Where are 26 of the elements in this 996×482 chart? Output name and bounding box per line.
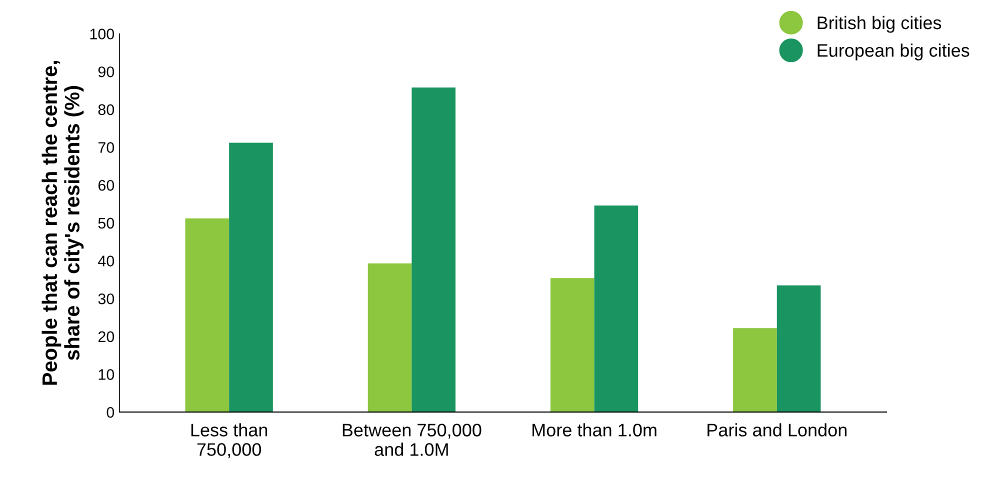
bar xyxy=(550,278,594,412)
y-tick-label: 10 xyxy=(98,369,114,380)
y-tick-label: 40 xyxy=(98,256,114,266)
y-tick-label: 70 xyxy=(98,142,114,153)
x-tick-label: Paris and London xyxy=(708,423,846,436)
bar xyxy=(412,87,456,412)
y-tick-label: 20 xyxy=(98,331,114,342)
bar xyxy=(733,328,777,412)
bar xyxy=(229,142,273,412)
bar xyxy=(185,218,230,412)
x-tick-label: Less than 750,000 xyxy=(191,423,268,458)
legend-label: British big cities xyxy=(818,16,942,33)
y-tick-label: 0 xyxy=(106,406,114,418)
y-tick-label: 100 xyxy=(90,28,114,40)
bar xyxy=(368,263,412,412)
y-axis-title: People that can reach the centre, share of city's residents (%) xyxy=(42,61,84,385)
y-tick-label: 30 xyxy=(98,293,114,304)
x-tick-label: More than 1.0m xyxy=(532,423,656,436)
y-tick-label: 90 xyxy=(98,66,114,78)
bar xyxy=(776,285,821,412)
bar xyxy=(594,206,638,412)
y-tick-label: 80 xyxy=(98,104,114,116)
y-tick-label: 50 xyxy=(98,218,114,229)
y-tick-label: 60 xyxy=(98,180,114,191)
legend-label: European big cities xyxy=(818,44,970,60)
x-tick-label: Between 750,000 and 1.0M xyxy=(342,424,482,456)
